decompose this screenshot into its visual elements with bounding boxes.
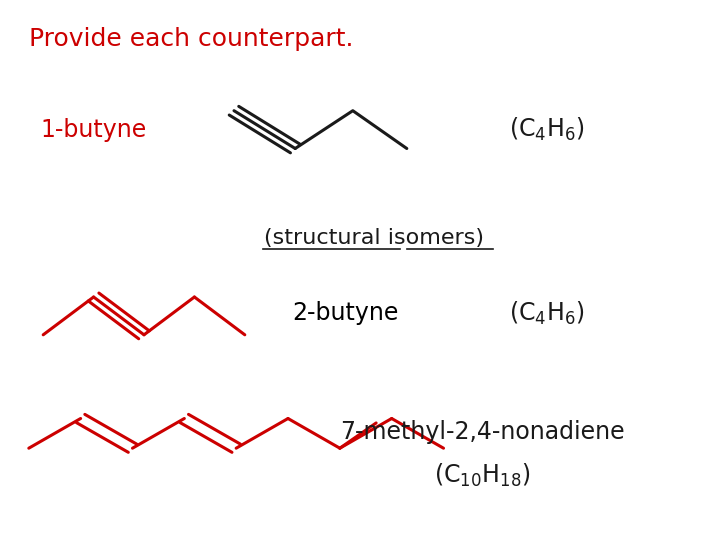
Text: (structural isomers): (structural isomers) xyxy=(264,227,485,248)
Text: (C$_4$H$_6$): (C$_4$H$_6$) xyxy=(510,116,585,143)
Text: Provide each counterpart.: Provide each counterpart. xyxy=(29,27,354,51)
Text: (C$_4$H$_6$): (C$_4$H$_6$) xyxy=(510,300,585,327)
Text: 1-butyne: 1-butyne xyxy=(40,118,147,141)
Text: (C$_{10}$H$_{18}$): (C$_{10}$H$_{18}$) xyxy=(434,462,531,489)
Text: 7-methyl-2,4-nonadiene: 7-methyl-2,4-nonadiene xyxy=(340,420,625,444)
Text: 2-butyne: 2-butyne xyxy=(292,301,399,325)
